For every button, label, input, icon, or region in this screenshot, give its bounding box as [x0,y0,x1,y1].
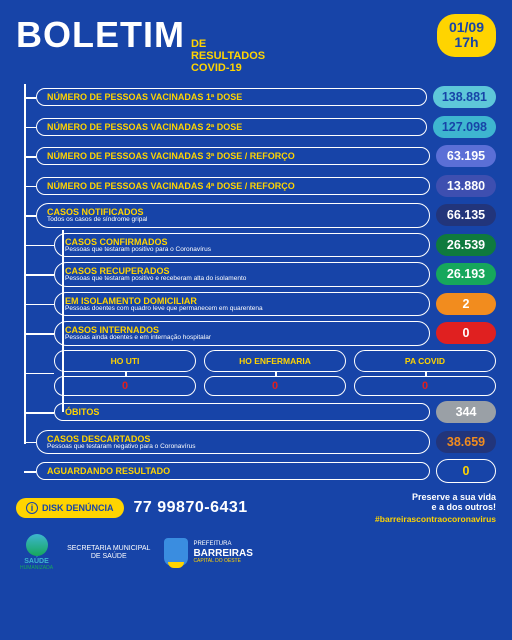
value-confirmados: 26.539 [436,234,496,256]
row-obitos: ÓBITOS 344 [54,399,496,425]
label-ho-uti: HO UTI [54,350,196,372]
logo-prefeitura: PREFEITURA BARREIRAS CAPITAL DO OESTE [164,538,252,568]
value-internados: 0 [436,322,496,344]
label-ho-enf: HO ENFERMARIA [204,350,346,372]
data-tree: NÚMERO DE PESSOAS VACINADAS 1ª DOSE 138.… [16,84,496,484]
row-vac2: NÚMERO DE PESSOAS VACINADAS 2ª DOSE 127.… [36,114,496,140]
label-vac2: NÚMERO DE PESSOAS VACINADAS 2ª DOSE [36,118,427,136]
label-aguardando: AGUARDANDO RESULTADO [36,462,430,480]
branch-confirmados: CASOS CONFIRMADOS Pessoas que testaram p… [36,232,496,426]
row-vac4: NÚMERO DE PESSOAS VACINADAS 4ª DOSE / RE… [36,173,496,199]
value-ho-uti: 0 [54,376,196,396]
hashtag: #barreirascontraocoronavirus [258,514,496,524]
value-isolamento: 2 [436,293,496,315]
row-descartados: CASOS DESCARTADOS Pessoas que testaram n… [36,429,496,455]
col-pa-covid: PA COVID 0 [354,350,496,396]
row-vac1: NÚMERO DE PESSOAS VACINADAS 1ª DOSE 138.… [36,84,496,110]
value-pa-covid: 0 [354,376,496,396]
preserve-text: Preserve a sua vida e a dos outros! #bar… [258,492,496,524]
col-ho-uti: HO UTI 0 [54,350,196,396]
title-sub: DE RESULTADOS COVID-19 [191,38,265,74]
label-pa-covid: PA COVID [354,350,496,372]
label-confirmados: CASOS CONFIRMADOS Pessoas que testaram p… [54,233,430,258]
label-vac4: NÚMERO DE PESSOAS VACINADAS 4ª DOSE / RE… [36,177,430,195]
disk-row: i DISK DENÚNCIA 77 99870-6431 Preserve a… [16,492,496,524]
row-confirmados: CASOS CONFIRMADOS Pessoas que testaram p… [54,232,496,258]
value-vac1: 138.881 [433,86,496,108]
label-vac1: NÚMERO DE PESSOAS VACINADAS 1ª DOSE [36,88,427,106]
value-descartados: 38.659 [436,431,496,453]
col-ho-enf: HO ENFERMARIA 0 [204,350,346,396]
label-isolamento: EM ISOLAMENTO DOMICILIAR Pessoas doentes… [54,292,430,317]
label-internados: CASOS INTERNADOS Pessoas ainda doentes e… [54,321,430,346]
disk-phone: 77 99870-6431 [134,499,248,517]
title-main: BOLETIM [16,14,185,56]
value-vac3: 63.195 [436,145,496,167]
value-recuperados: 26.193 [436,263,496,285]
label-descartados: CASOS DESCARTADOS Pessoas que testaram n… [36,430,430,455]
info-icon: i [26,502,38,514]
bulletin-container: BOLETIM DE RESULTADOS COVID-19 01/09 17h… [0,0,512,581]
label-recuperados: CASOS RECUPERADOS Pessoas que testaram p… [54,262,430,287]
row-internados: CASOS INTERNADOS Pessoas ainda doentes e… [54,320,496,346]
header: BOLETIM DE RESULTADOS COVID-19 01/09 17h [16,14,496,74]
row-vac3: NÚMERO DE PESSOAS VACINADAS 3ª DOSE / RE… [36,143,496,169]
row-hospital-triple: HO UTI 0 HO ENFERMARIA 0 PA COVID 0 [54,350,496,396]
value-aguardando: 0 [436,459,496,483]
row-recuperados: CASOS RECUPERADOS Pessoas que testaram p… [54,261,496,287]
logo-saude: SAÚDE HUMANIZADA [20,534,53,571]
value-ho-enf: 0 [204,376,346,396]
disk-pill: i DISK DENÚNCIA [16,498,124,518]
value-obitos: 344 [436,401,496,423]
row-aguardando: AGUARDANDO RESULTADO 0 [36,458,496,484]
label-notificados: CASOS NOTIFICADOS Todos os casos de sínd… [36,203,430,228]
value-notificados: 66.135 [436,204,496,226]
label-vac3: NÚMERO DE PESSOAS VACINADAS 3ª DOSE / RE… [36,147,430,165]
header-left: BOLETIM DE RESULTADOS COVID-19 [16,14,265,74]
label-obitos: ÓBITOS [54,403,430,421]
shield-icon [164,538,188,566]
logo-secretaria: SECRETARIA MUNICIPAL DE SAÚDE [67,545,150,560]
row-isolamento: EM ISOLAMENTO DOMICILIAR Pessoas doentes… [54,291,496,317]
date-pill: 01/09 17h [437,14,496,57]
row-notificados: CASOS NOTIFICADOS Todos os casos de sínd… [36,202,496,228]
footer-logos: SAÚDE HUMANIZADA SECRETARIA MUNICIPAL DE… [16,534,496,571]
value-vac4: 13.880 [436,175,496,197]
value-vac2: 127.098 [433,116,496,138]
